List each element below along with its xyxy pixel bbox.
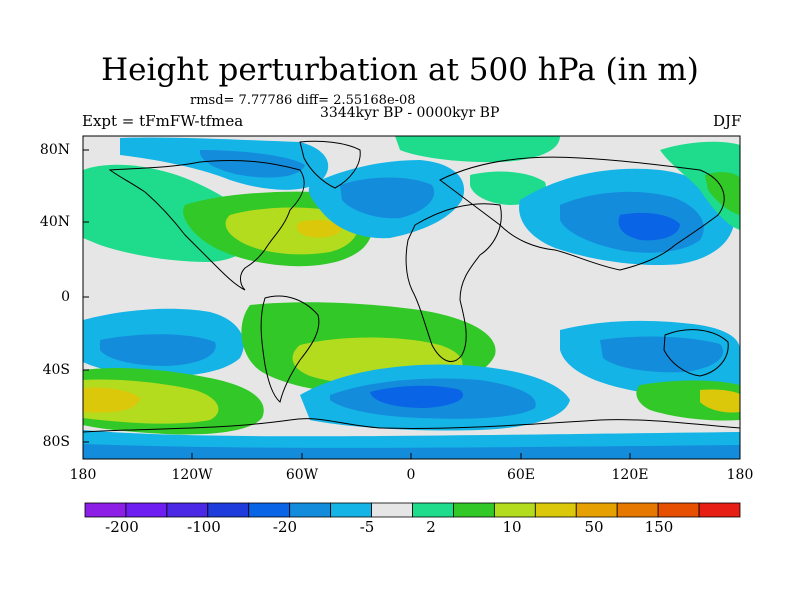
anomaly-arctic-canada-core — [199, 150, 305, 178]
ytick-label-0: 0 — [61, 289, 70, 305]
ytick-label-40s: 40S — [42, 362, 70, 378]
colorbar-swatch — [493, 502, 536, 518]
colorbar-label-minus-20: -20 — [272, 518, 298, 536]
colorbar-swatch — [125, 502, 168, 518]
anomaly-arctic-positive — [395, 136, 560, 163]
season-label: DJF — [713, 112, 742, 130]
rmsd-diff-stats: rmsd= 7.77786 diff= 2.55168e-08 — [190, 93, 416, 108]
coast-south-america — [260, 295, 320, 403]
colorbar-swatch — [412, 502, 454, 518]
anomaly-north-america-peak — [296, 220, 342, 238]
colorbar-swatch — [616, 502, 659, 518]
anomaly-asia-peak — [618, 212, 680, 241]
coastlines — [83, 140, 740, 433]
experiment-label: Expt = tFmFW-tfmea — [82, 112, 244, 130]
coast-north-america — [108, 159, 305, 291]
time-period-label: 3344kyr BP - 0000kyr BP — [320, 105, 500, 121]
colorbar-swatch — [371, 502, 413, 518]
colorbar-label-2: 2 — [426, 518, 436, 536]
colorbar-swatch — [534, 502, 577, 518]
colorbar-swatch — [657, 502, 700, 518]
xtick-label-60w: 60W — [285, 467, 319, 483]
figure-title: Height perturbation at 500 hPa (in m) — [101, 52, 699, 88]
colorbar-swatch — [248, 502, 291, 518]
colorbar — [84, 502, 741, 518]
colorbar-swatch — [575, 502, 618, 518]
anomaly-north-atlantic-core — [340, 177, 435, 219]
coast-australia — [663, 329, 729, 377]
colorbar-label-150: 150 — [644, 518, 674, 536]
anomaly-south-indian-core — [700, 389, 740, 413]
anomaly-south-pacific-peak — [83, 387, 140, 413]
xtick-label-0: 0 — [406, 467, 416, 483]
colorbar-swatch — [207, 502, 250, 518]
ytick-label-80s: 80S — [42, 434, 70, 450]
axis-ticks — [82, 149, 741, 459]
colorbar-swatch — [330, 502, 372, 518]
colorbar-swatch — [289, 502, 332, 518]
colorbar-label-50: 50 — [584, 518, 604, 536]
xtick-label-120e: 120E — [611, 467, 649, 483]
colorbar-label-minus-200: -200 — [105, 518, 139, 536]
colorbar-swatch — [453, 502, 495, 518]
anomaly-north-pacific-east-core — [705, 172, 740, 215]
colorbar-swatch — [84, 502, 127, 518]
coast-greenland — [299, 140, 361, 189]
anomaly-north-america-core — [225, 207, 358, 255]
coast-europe-africa — [405, 203, 502, 363]
anomaly-southern-ocean-peak — [370, 385, 464, 408]
anomaly-indian-ocean-core — [600, 336, 724, 373]
xtick-label-60e: 60E — [506, 467, 536, 483]
xtick-label-120w: 120W — [171, 467, 213, 483]
colorbar-label-minus-100: -100 — [187, 518, 221, 536]
ytick-label-40n: 40N — [39, 214, 70, 230]
anomaly-antarctic-core — [83, 444, 740, 459]
anomaly-north-pacific-east-positive — [660, 141, 740, 230]
coast-antarctica — [83, 418, 740, 433]
anomaly-south-pacific-core — [100, 334, 216, 366]
colorbar-label-10: 10 — [502, 518, 522, 536]
colorbar-swatch — [166, 502, 209, 518]
height-perturbation-field — [83, 136, 740, 459]
xtick-label-180w: 180 — [69, 467, 97, 483]
colorbar-swatch — [698, 502, 741, 518]
coast-eurasia — [439, 156, 725, 271]
colorbar-label-minus-5: -5 — [359, 518, 375, 536]
ytick-label-80n: 80N — [39, 142, 70, 158]
xtick-label-180e: 180 — [726, 467, 754, 483]
